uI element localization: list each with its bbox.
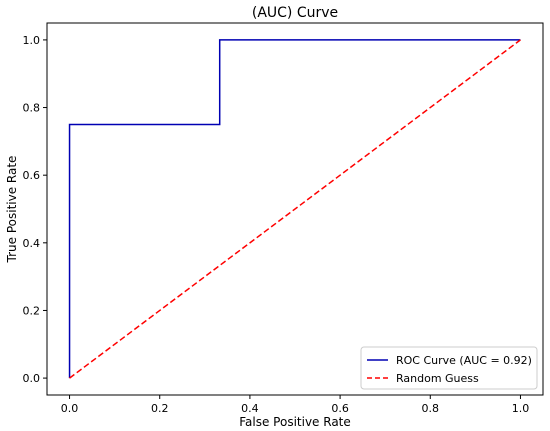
plot-frame <box>46 22 544 396</box>
y-tick-label: 0.4 <box>23 237 41 250</box>
legend-label-random: Random Guess <box>396 372 479 385</box>
x-tick-label: 0.4 <box>241 402 259 415</box>
x-tick-label: 0.2 <box>151 402 169 415</box>
y-axis-label: True Positive Rate <box>5 156 19 264</box>
y-tick-label: 1.0 <box>23 34 41 47</box>
y-tick-label: 0.6 <box>23 169 41 182</box>
x-axis-label: False Positive Rate <box>239 415 351 429</box>
legend-label-roc: ROC Curve (AUC = 0.92) <box>396 354 532 367</box>
x-axis-ticks: 0.0 0.2 0.4 0.6 0.8 1.0 <box>61 395 529 415</box>
y-tick-label: 0.0 <box>23 372 41 385</box>
x-tick-label: 1.0 <box>512 402 530 415</box>
series-layer <box>68 39 521 379</box>
plot-area <box>46 22 544 396</box>
chart-title: (AUC) Curve <box>252 5 338 21</box>
x-tick-label: 0.6 <box>331 402 349 415</box>
y-tick-label: 0.2 <box>23 304 41 317</box>
x-tick-label: 0.0 <box>61 402 79 415</box>
legend-box <box>360 346 538 390</box>
y-axis-ticks: 0.0 0.2 0.4 0.6 0.8 1.0 <box>23 34 47 385</box>
roc-curve-line <box>68 39 521 379</box>
x-tick-label: 0.8 <box>422 402 440 415</box>
y-tick-label: 0.8 <box>23 102 41 115</box>
legend: ROC Curve (AUC = 0.92) Random Guess <box>360 346 538 390</box>
random-guess-line <box>69 39 521 379</box>
